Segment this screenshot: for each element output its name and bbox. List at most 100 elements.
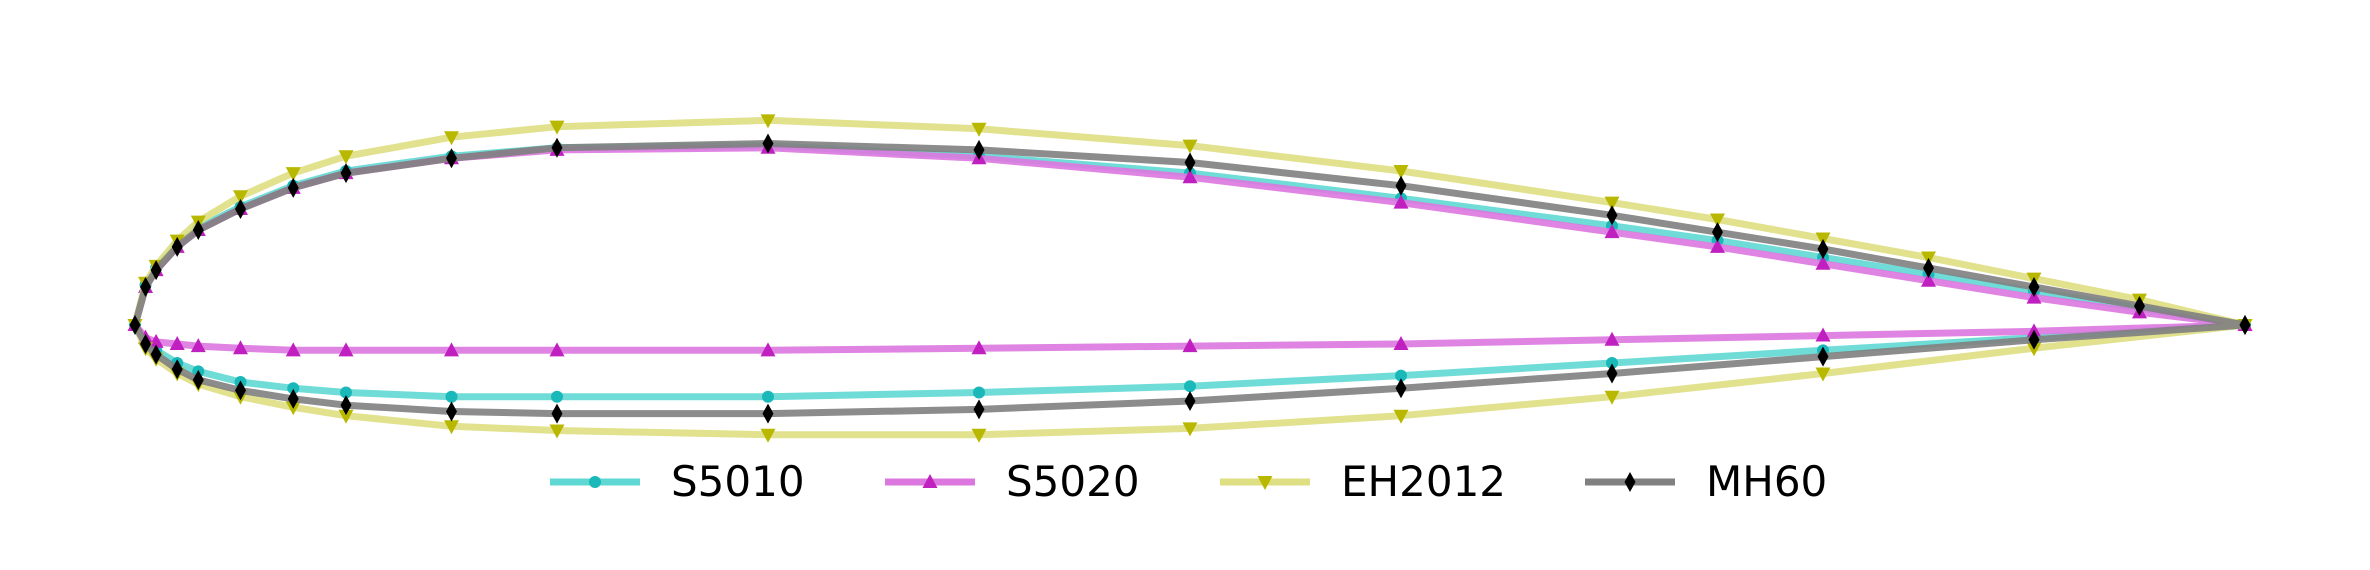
data-point-mh60: [973, 399, 985, 420]
legend-entry-eh2012: EH2012: [1220, 457, 1506, 506]
data-point-mh60: [192, 369, 204, 390]
data-point-mh60: [762, 133, 774, 154]
data-point-mh60: [192, 220, 204, 241]
legend-entry-mh60: MH60: [1585, 457, 1827, 506]
series-mh60: [129, 133, 2251, 424]
data-point-eh2012: [760, 428, 776, 443]
data-point-mh60: [171, 359, 183, 380]
data-point-eh2012: [1710, 213, 1725, 228]
legend-marker-shape-eh2012: [1257, 476, 1273, 490]
data-point-eh2012: [1393, 164, 1409, 179]
data-point-mh60: [1817, 346, 1829, 367]
data-point-eh2012: [285, 167, 301, 182]
data-point-eh2012: [444, 131, 459, 146]
data-point-s5020: [338, 342, 354, 357]
data-point-mh60: [2028, 329, 2040, 350]
legend-entry-s5010: S5010: [550, 457, 805, 506]
legend-marker-shape-s5010: [589, 476, 601, 488]
data-point-s5010: [551, 390, 563, 403]
data-point-mh60: [171, 236, 183, 257]
data-point-s5020: [971, 340, 987, 355]
data-point-mh60: [2134, 296, 2145, 317]
data-point-s5010: [1606, 356, 1618, 369]
legend-marker-mh60: [1624, 472, 1636, 492]
data-point-s5020: [1393, 194, 1409, 209]
data-point-mh60: [150, 344, 162, 365]
data-point-mh60: [340, 163, 352, 184]
data-point-s5020: [285, 342, 301, 357]
legend-marker-s5010: [589, 476, 601, 488]
data-point-eh2012: [233, 190, 248, 205]
data-point-mh60: [551, 137, 563, 158]
data-point-mh60: [1395, 378, 1407, 399]
data-point-mh60: [1395, 175, 1407, 196]
data-point-mh60: [235, 380, 246, 401]
data-point-mh60: [140, 333, 152, 354]
data-point-eh2012: [549, 120, 565, 135]
data-point-s5020: [760, 342, 776, 357]
legend-entry-s5020: S5020: [885, 457, 1140, 506]
data-point-s5020: [1710, 238, 1725, 253]
legend-label-s5020: S5020: [1006, 457, 1140, 506]
data-point-mh60: [762, 403, 774, 424]
data-point-eh2012: [444, 420, 459, 435]
data-point-eh2012: [1604, 196, 1620, 211]
data-point-mh60: [1923, 258, 1934, 279]
data-point-s5020: [1921, 272, 1936, 287]
data-point-s5010: [340, 386, 352, 399]
data-point-s5010: [445, 390, 458, 403]
data-point-eh2012: [971, 428, 987, 443]
data-point-eh2012: [971, 122, 987, 137]
legend-label-mh60: MH60: [1706, 457, 1827, 506]
data-point-s5020: [1182, 338, 1198, 353]
series-line-mh60: [131, 140, 2246, 418]
data-point-s5010: [1184, 380, 1196, 393]
data-point-mh60: [287, 388, 299, 409]
data-point-eh2012: [1604, 390, 1620, 405]
data-point-mh60: [446, 401, 457, 422]
data-point-eh2012: [1182, 422, 1198, 437]
data-point-s5020: [1604, 224, 1620, 239]
data-point-mh60: [340, 395, 352, 416]
data-point-mh60: [551, 403, 563, 424]
data-point-s5010: [973, 386, 985, 399]
data-point-s5020: [1815, 327, 1831, 342]
legend: S5010 S5020 EH2012 MH60: [550, 457, 1827, 506]
data-point-mh60: [1606, 205, 1618, 226]
data-point-s5020: [233, 340, 248, 355]
plot-area: [127, 114, 2253, 443]
data-point-mh60: [287, 177, 299, 198]
data-point-s5020: [444, 342, 459, 357]
data-point-s5020: [1815, 255, 1831, 270]
data-point-mh60: [140, 277, 152, 298]
data-point-eh2012: [1393, 409, 1409, 424]
legend-marker-shape-s5020: [922, 474, 938, 488]
data-point-s5020: [1182, 169, 1198, 184]
data-point-s5010: [287, 382, 300, 395]
legend-marker-s5020: [922, 474, 938, 488]
data-point-mh60: [2239, 315, 2251, 335]
data-point-s5020: [1604, 331, 1620, 346]
data-point-mh60: [446, 148, 457, 169]
data-point-mh60: [1184, 390, 1196, 411]
data-point-eh2012: [1182, 139, 1198, 154]
data-point-mh60: [235, 198, 246, 219]
data-point-mh60: [973, 139, 985, 160]
data-point-mh60: [1606, 363, 1618, 384]
data-point-s5020: [148, 333, 164, 348]
data-point-s5020: [169, 335, 185, 350]
data-point-mh60: [1184, 152, 1196, 173]
data-point-mh60: [1712, 222, 1723, 243]
data-point-mh60: [2028, 277, 2040, 298]
legend-marker-shape-mh60: [1624, 472, 1636, 492]
legend-marker-eh2012: [1257, 476, 1273, 490]
data-point-s5010: [762, 390, 774, 403]
data-point-mh60: [150, 260, 162, 281]
data-point-mh60: [1817, 239, 1829, 260]
legend-label-s5010: S5010: [671, 457, 805, 506]
data-point-eh2012: [338, 150, 354, 165]
data-point-s5010: [1395, 369, 1407, 382]
data-point-s5020: [549, 342, 565, 357]
data-point-eh2012: [549, 424, 565, 439]
